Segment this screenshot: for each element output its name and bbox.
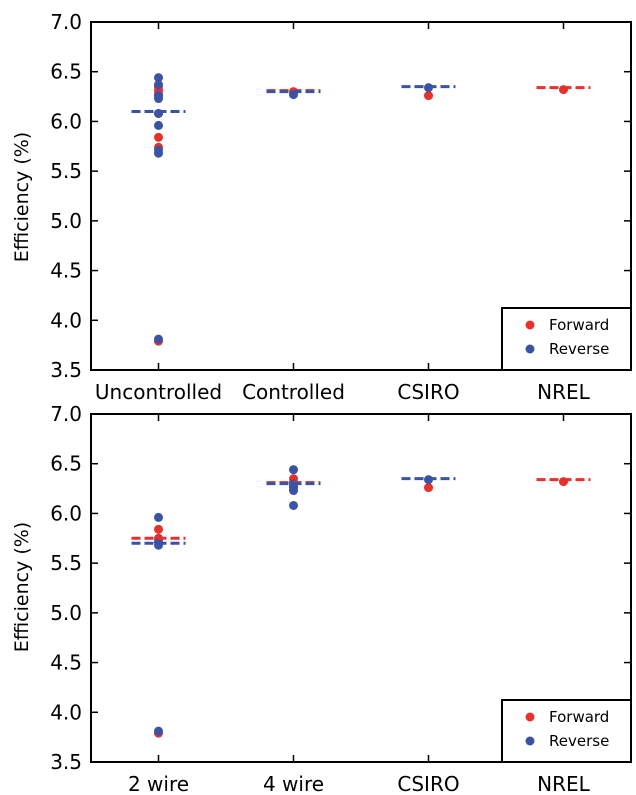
chart-marks [131, 73, 591, 346]
y-tick-label: 6.5 [50, 452, 82, 476]
y-tick-label: 6.0 [50, 501, 82, 525]
x-tick-label: Controlled [242, 380, 345, 404]
y-tick-label: 3.5 [50, 750, 82, 774]
y-axis-label: Efficiency (%) [11, 132, 33, 262]
data-point-forward [154, 132, 163, 142]
chart-bottom: Efficiency (%) 3.5 4.0 4.5 5.0 5.5 6.0 6.5 7.0 2… [11, 402, 632, 795]
y-tick-label: 6.5 [50, 60, 82, 84]
y-tick-label: 4.0 [50, 308, 82, 332]
x-tick-label: Uncontrolled [95, 380, 222, 404]
legend-marker-reverse [525, 736, 535, 746]
data-point-reverse [154, 73, 163, 83]
x-tick-label: 4 wire [263, 772, 324, 795]
data-point-reverse [154, 512, 163, 522]
legend-label-reverse: Reverse [549, 732, 609, 750]
data-point-reverse [154, 94, 163, 104]
data-point-reverse [289, 486, 298, 496]
plot-frame [90, 413, 632, 763]
data-point-reverse [289, 465, 298, 475]
legend-marker-forward [525, 320, 535, 330]
legend: Forward Reverse [501, 307, 632, 371]
data-point-forward [424, 483, 433, 493]
axis-ticks: 3.5 4.0 4.5 5.0 5.5 6.0 6.5 7.0 2 wire 4 wire CSIR… [50, 402, 631, 795]
y-tick-label: 5.0 [50, 601, 82, 625]
y-tick-label: 6.0 [50, 109, 82, 133]
y-tick-label: 4.5 [50, 259, 82, 283]
y-tick-label: 5.0 [50, 209, 82, 233]
y-tick-label: 7.0 [50, 402, 82, 426]
data-point-reverse [154, 120, 163, 130]
data-point-reverse [154, 334, 163, 344]
legend-label-reverse: Reverse [549, 340, 609, 358]
data-point-forward [424, 91, 433, 101]
y-tick-label: 7.0 [50, 10, 82, 34]
y-tick-label: 5.5 [50, 551, 82, 575]
axis-ticks: 3.5 4.0 4.5 5.0 5.5 6.0 6.5 7.0 Uncontrolled Cont… [50, 10, 631, 404]
legend-marker-forward [525, 712, 535, 722]
data-point-reverse [154, 726, 163, 736]
legend-box [501, 699, 632, 763]
data-point-reverse [289, 500, 298, 510]
plot-frame [90, 21, 632, 371]
y-tick-label: 5.5 [50, 159, 82, 183]
data-point-forward [154, 524, 163, 534]
legend-box [501, 307, 632, 371]
data-point-reverse [154, 80, 163, 90]
legend-label-forward: Forward [549, 708, 609, 726]
chart-top: Efficiency (%) 3.5 4.0 4.5 5.0 5.5 6.0 6.5 7.0 U… [11, 10, 632, 404]
legend: Forward Reverse [501, 699, 632, 763]
data-point-reverse [154, 148, 163, 158]
y-axis-label: Efficiency (%) [11, 522, 33, 652]
x-tick-label: 2 wire [128, 772, 189, 795]
x-tick-label: NREL [537, 380, 590, 404]
chart-marks [131, 465, 591, 738]
legend-marker-reverse [525, 344, 535, 354]
x-tick-label: NREL [537, 772, 590, 795]
y-tick-label: 3.5 [50, 358, 82, 382]
y-tick-label: 4.5 [50, 651, 82, 675]
x-tick-label: CSIRO [397, 772, 459, 795]
x-tick-label: CSIRO [397, 380, 459, 404]
legend-label-forward: Forward [549, 316, 609, 334]
y-tick-label: 4.0 [50, 700, 82, 724]
